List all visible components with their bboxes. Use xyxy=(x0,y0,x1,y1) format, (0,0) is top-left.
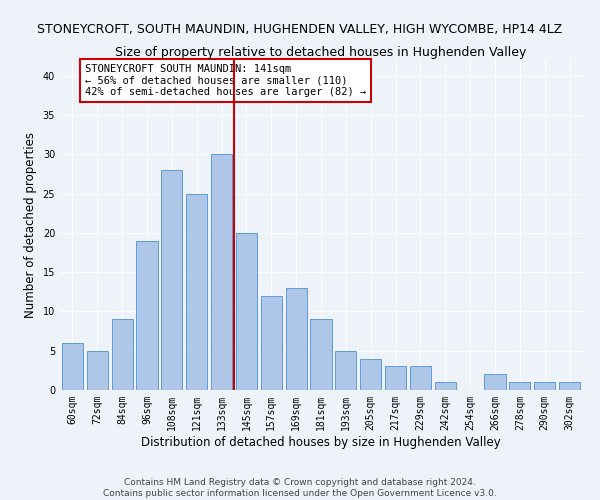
Bar xyxy=(87,350,108,390)
Text: STONEYCROFT, SOUTH MAUNDIN, HUGHENDEN VALLEY, HIGH WYCOMBE, HP14 4LZ: STONEYCROFT, SOUTH MAUNDIN, HUGHENDEN VA… xyxy=(37,22,563,36)
Bar xyxy=(211,154,232,390)
Bar xyxy=(559,382,580,390)
Bar xyxy=(435,382,456,390)
X-axis label: Distribution of detached houses by size in Hughenden Valley: Distribution of detached houses by size … xyxy=(141,436,501,448)
Bar xyxy=(335,350,356,390)
Bar xyxy=(286,288,307,390)
Bar xyxy=(310,320,332,390)
Y-axis label: Number of detached properties: Number of detached properties xyxy=(24,132,37,318)
Text: Contains HM Land Registry data © Crown copyright and database right 2024.
Contai: Contains HM Land Registry data © Crown c… xyxy=(103,478,497,498)
Bar xyxy=(112,320,133,390)
Bar xyxy=(161,170,182,390)
Bar xyxy=(534,382,555,390)
Bar xyxy=(62,343,83,390)
Bar xyxy=(509,382,530,390)
Bar xyxy=(236,233,257,390)
Title: Size of property relative to detached houses in Hughenden Valley: Size of property relative to detached ho… xyxy=(115,46,527,59)
Text: STONEYCROFT SOUTH MAUNDIN: 141sqm
← 56% of detached houses are smaller (110)
42%: STONEYCROFT SOUTH MAUNDIN: 141sqm ← 56% … xyxy=(85,64,366,97)
Bar xyxy=(385,366,406,390)
Bar xyxy=(261,296,282,390)
Bar xyxy=(186,194,207,390)
Bar xyxy=(484,374,506,390)
Bar xyxy=(360,358,381,390)
Bar xyxy=(410,366,431,390)
Bar xyxy=(136,240,158,390)
